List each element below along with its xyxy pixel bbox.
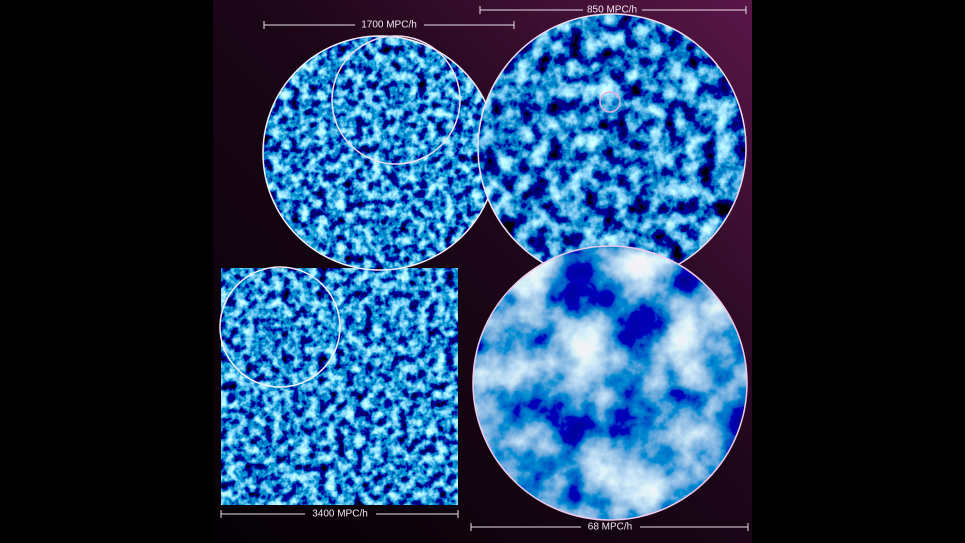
scale-label: 1700 MPC/h: [361, 20, 417, 31]
simulation-square: [221, 268, 458, 505]
texture: [263, 36, 497, 270]
simulation-circle-68: [473, 246, 747, 520]
texture: [473, 246, 747, 520]
zoom-circle: [219, 266, 341, 388]
texture: [478, 14, 746, 282]
simulation-circle-850: [478, 14, 746, 282]
scale-bar: [220, 510, 459, 518]
scale-label: 68 MPC/h: [588, 522, 632, 533]
scale-bar: [263, 21, 515, 29]
circle-outline: [472, 245, 748, 521]
zoom-circle: [331, 35, 461, 165]
scale-bar: [479, 6, 747, 14]
simulation-circle-1700: [263, 36, 497, 270]
scale-bar: [470, 523, 749, 531]
scale-label: 3400 MPC/h: [312, 509, 368, 520]
zoom-circle: [599, 91, 621, 113]
scale-label: 850 MPC/h: [587, 5, 637, 16]
